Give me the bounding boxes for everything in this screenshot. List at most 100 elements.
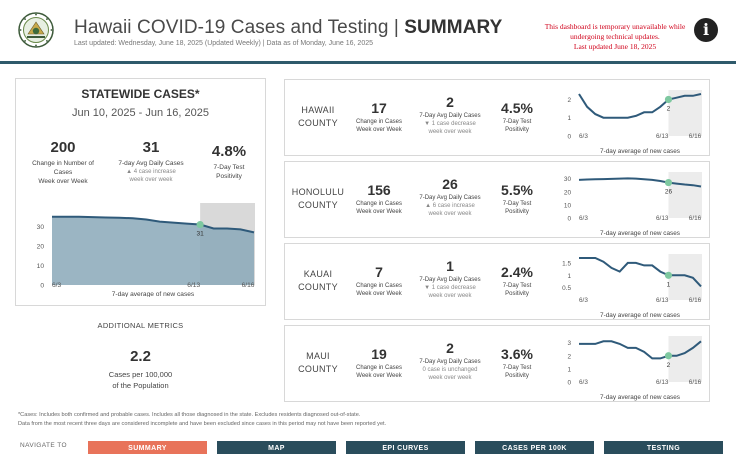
county-name: HONOLULU COUNTY [291, 187, 345, 210]
chart-caption: 7-day average of new cases [600, 394, 680, 401]
chart-caption: 7-day average of new cases [112, 291, 195, 297]
chart-caption: 7-day average of new cases [600, 148, 680, 155]
highlight-point [664, 352, 673, 360]
county-avg-metric: 1 7-Day Avg Daily Cases ▼ 1 case decreas… [419, 258, 481, 299]
y-tick-label: 0 [567, 134, 571, 141]
county-avg-metric: 2 7-Day Avg Daily Cases ▼ 1 case decreas… [419, 94, 481, 135]
county-avg-metric: 26 7-Day Avg Daily Cases ▲ 6 case increa… [419, 176, 481, 217]
highlight-point-label: 31 [196, 231, 204, 238]
county-positivity-metric: 3.6% 7-Day Test Positivity [501, 346, 533, 379]
chart-caption: 7-day average of new cases [600, 230, 680, 237]
x-tick-label: 6/13 [187, 282, 200, 289]
highlight-point-label: 1 [667, 281, 671, 288]
hawaii-state-seal-logo [18, 12, 54, 48]
highlight-point [664, 271, 673, 279]
x-tick-label: 6/16 [242, 282, 255, 289]
x-tick-label: 6/3 [579, 215, 588, 222]
y-tick-label: 1 [567, 366, 571, 373]
y-tick-label: 0 [567, 380, 571, 387]
highlight-point [664, 95, 673, 104]
info-icon[interactable]: i [694, 18, 718, 42]
last-updated-text: Last updated: Wednesday, June 18, 2025 (… [74, 40, 373, 47]
highlight-point-label: 2 [667, 362, 671, 369]
cases-per-100k-label: Cases per 100,000 of the Population [108, 370, 173, 390]
page-title: Hawaii COVID-19 Cases and Testing | SUMM… [74, 17, 503, 38]
x-tick-label: 6/13 [656, 215, 669, 222]
highlight-point [196, 220, 204, 229]
county-name: KAUAI COUNTY [298, 269, 338, 292]
county-positivity-metric: 4.5% 7-Day Test Positivity [501, 100, 533, 133]
highlight-point-label: 2 [667, 105, 671, 112]
statewide-avg-metric: 31 7-day Avg Daily Cases ▲ 4 case increa… [118, 139, 184, 183]
nav-epi-curves-button[interactable]: EPI CURVES [346, 441, 465, 454]
nav-cases-per-100k-button[interactable]: CASES PER 100K [475, 441, 594, 454]
chart-caption: 7-day average of new cases [600, 312, 680, 319]
y-tick-label: 30 [37, 224, 45, 231]
navigate-to-label: NAVIGATE TO [20, 442, 67, 449]
y-tick-label: 1 [567, 273, 571, 280]
county-positivity-metric: 2.4% 7-Day Test Positivity [501, 264, 533, 297]
county-change-metric: 19 Change in Cases Week over Week [355, 346, 403, 379]
county-trend-chart: 0 10 20 30 26 6/3 6/13 6/16 7-day average of new… [564, 172, 702, 237]
y-tick-label: 10 [37, 263, 45, 270]
statewide-positivity-metric: 4.8% 7-Day Test Positivity [211, 143, 247, 180]
county-name: HAWAII COUNTY [298, 105, 338, 128]
y-tick-label: 2 [567, 353, 571, 360]
y-tick-label: 30 [564, 176, 572, 183]
county-trend-chart: 0 1 2 3 2 6/3 6/13 6/16 7-day average of new cas… [567, 336, 702, 401]
x-tick-label: 6/3 [579, 133, 588, 140]
county-change-metric: 7 Change in Cases Week over Week [355, 264, 403, 297]
series-line [579, 257, 702, 288]
county-change-metric: 17 Change in Cases Week over Week [355, 100, 403, 133]
x-tick-label: 6/13 [656, 133, 669, 140]
recent-days-shading [668, 254, 702, 300]
county-trend-chart: 0.5 1 1.5 1 6/3 6/13 6/16 7-day average of new … [562, 254, 702, 319]
x-tick-label: 6/16 [689, 215, 702, 222]
header: Hawaii COVID-19 Cases and Testing | SUMM… [0, 0, 736, 64]
highlight-point [664, 178, 673, 187]
maintenance-notice: This dashboard is temporary unavailable … [544, 22, 686, 51]
nav-testing-button[interactable]: TESTING [604, 441, 723, 454]
county-avg-metric: 2 7-Day Avg Daily Cases 0 case is unchan… [419, 340, 481, 381]
x-tick-label: 6/3 [52, 282, 61, 289]
nav-map-button[interactable]: MAP [217, 441, 336, 454]
y-tick-label: 0.5 [562, 285, 571, 292]
statewide-title: STATEWIDE CASES* [81, 87, 200, 101]
cases-per-100k-value: 2.2 [130, 348, 151, 365]
county-change-metric: 156 Change in Cases Week over Week [355, 182, 403, 215]
header-divider [0, 61, 736, 64]
y-tick-label: 3 [567, 340, 571, 347]
statewide-change-metric: 200 Change in Number of Cases Week over … [32, 139, 94, 185]
x-tick-label: 6/3 [579, 379, 588, 386]
footnote-incomplete-data: Data from the most recent three days are… [18, 421, 387, 427]
nav-summary-button[interactable]: SUMMARY [88, 441, 207, 454]
additional-metrics-title: ADDITIONAL METRICS [97, 321, 184, 330]
county-card-kauai: KAUAI COUNTY 7 Change in Cases Week over … [284, 243, 710, 320]
footnote-cases-definition: *Cases: Includes both confirmed and prob… [18, 412, 361, 418]
statewide-date-range: Jun 10, 2025 - Jun 16, 2025 [72, 107, 209, 119]
county-name: MAUI COUNTY [298, 351, 338, 374]
recent-days-shading [668, 336, 702, 382]
series-line [578, 177, 702, 188]
y-tick-label: 1.5 [562, 260, 571, 267]
highlight-point-label: 26 [665, 189, 673, 196]
y-tick-label: 20 [37, 244, 45, 251]
county-trend-chart: 0 1 2 2 6/3 6/13 6/16 7-day average of new case… [567, 90, 702, 155]
county-card-hawaii: HAWAII COUNTY 17 Change in Cases Week ove… [284, 79, 710, 156]
y-tick-label: 2 [567, 97, 571, 104]
county-card-maui: MAUI COUNTY 19 Change in Cases Week over … [284, 325, 710, 402]
area-fill [52, 216, 254, 285]
recent-days-shading [668, 90, 702, 136]
series-line [52, 215, 255, 234]
x-tick-label: 6/16 [689, 379, 702, 386]
series-line [579, 340, 702, 360]
y-tick-label: 20 [564, 189, 572, 196]
recent-days-shading [668, 172, 702, 218]
y-tick-label: 10 [564, 202, 572, 209]
statewide-trend-chart: 0 10 20 30 31 6/3 6/13 6/16 7-day average of new… [37, 203, 255, 297]
y-tick-label: 0 [567, 216, 571, 223]
county-card-honolulu: HONOLULU COUNTY 156 Change in Cases Week … [284, 161, 710, 238]
x-tick-label: 6/3 [579, 297, 588, 304]
statewide-cases-card: STATEWIDE CASES* Jun 10, 2025 - Jun 16, … [15, 78, 266, 306]
y-tick-label: 1 [567, 115, 571, 122]
